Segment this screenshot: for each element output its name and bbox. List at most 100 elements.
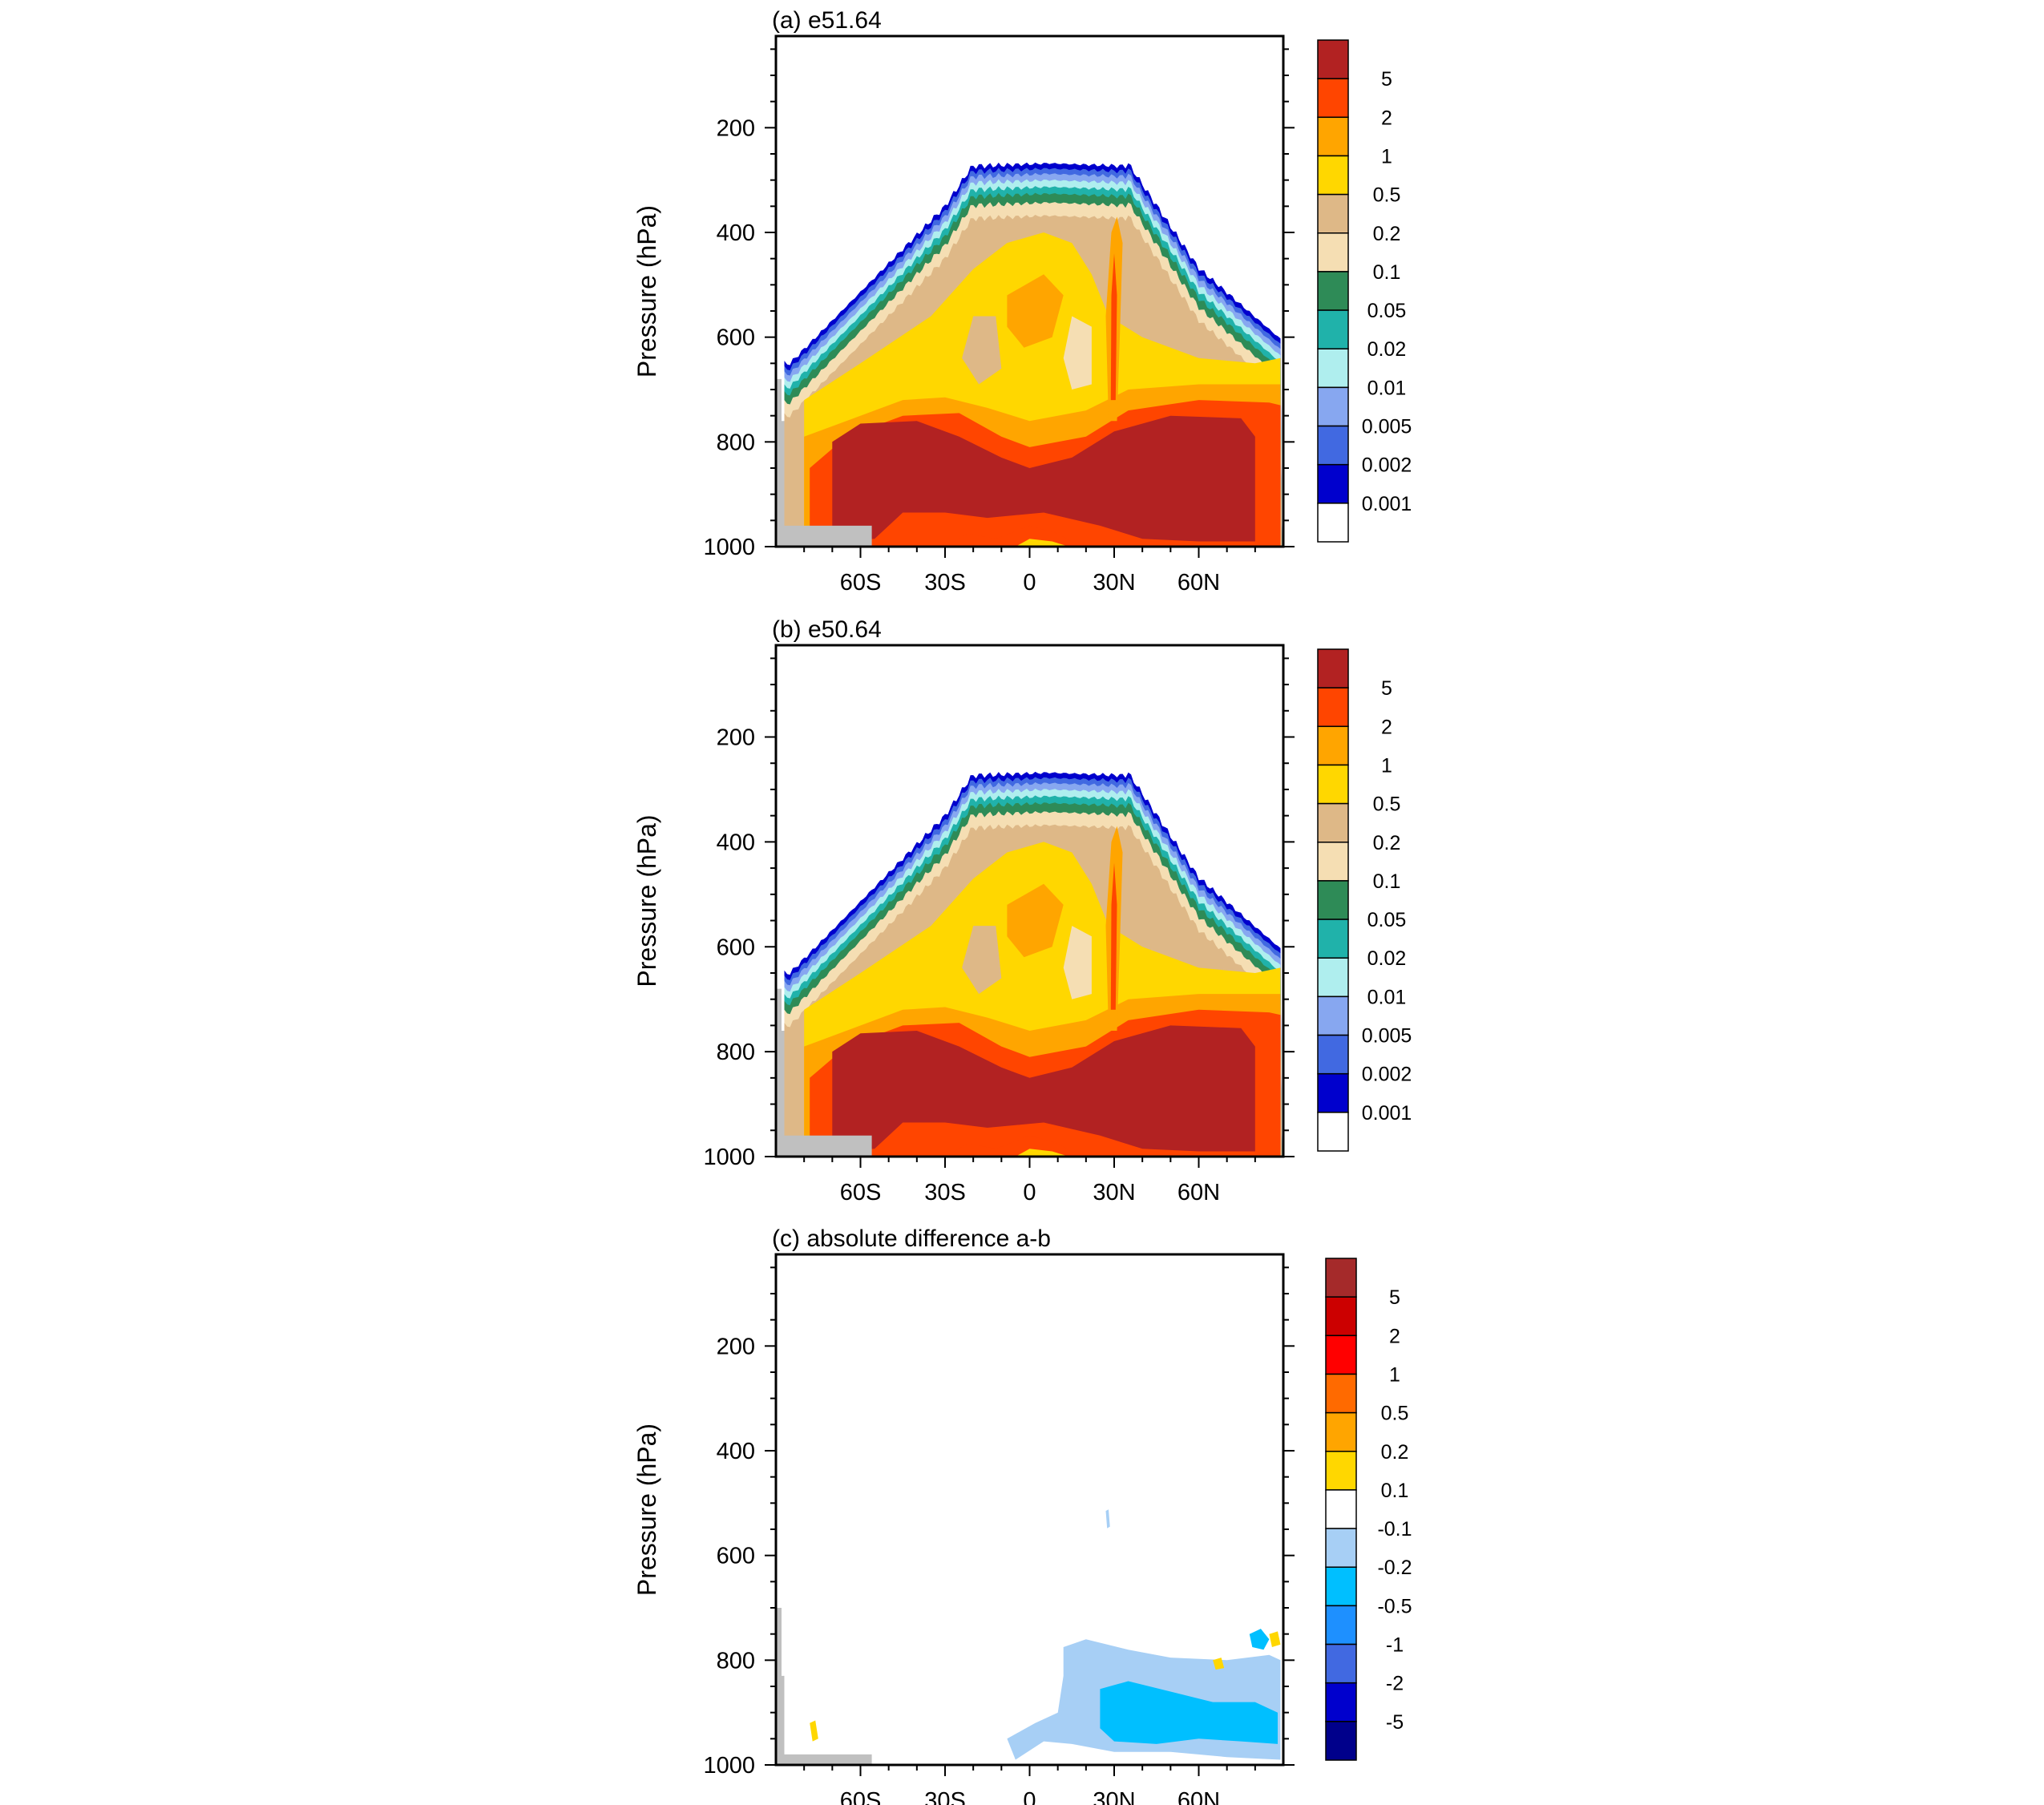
colorbar-box bbox=[1317, 880, 1349, 920]
y-tick-label: 400 bbox=[717, 830, 755, 855]
y-tick-label: 800 bbox=[717, 1648, 755, 1674]
x-tick-label: 0 bbox=[1023, 1180, 1036, 1205]
colorbar-box bbox=[1317, 687, 1349, 728]
colorbar: 5 2 1 0.5 0.2 0.1 0.05 0.02 0.01 0.005 0.002 0.001 bbox=[1317, 648, 1412, 1152]
colorbar-box bbox=[1317, 78, 1349, 119]
colorbar-label: 0.02 bbox=[1367, 338, 1407, 361]
x-tick-label: 0 bbox=[1023, 1788, 1036, 1805]
colorbar-box bbox=[1317, 1072, 1349, 1113]
colorbar-label: -0.1 bbox=[1377, 1518, 1412, 1541]
colorbar-label: 5 bbox=[1381, 68, 1392, 91]
y-tick-label: 200 bbox=[717, 725, 755, 751]
colorbar-label: 0.002 bbox=[1362, 1064, 1412, 1086]
contour-level bbox=[1007, 274, 1064, 348]
colorbar-box bbox=[1317, 764, 1349, 805]
x-tick-label: 60N bbox=[1178, 1180, 1220, 1205]
colorbar-box bbox=[1317, 1112, 1349, 1152]
colorbar-box bbox=[1317, 995, 1349, 1036]
colorbar-label: -0.5 bbox=[1377, 1595, 1412, 1617]
x-tick-label: 30S bbox=[924, 570, 966, 596]
colorbar-label: 1 bbox=[1381, 145, 1392, 168]
contour-level bbox=[832, 415, 1255, 542]
colorbar-label: 0.1 bbox=[1373, 870, 1401, 893]
colorbar-label: -0.2 bbox=[1377, 1557, 1412, 1579]
contour-level bbox=[1110, 253, 1117, 401]
colorbar-label: 2 bbox=[1381, 716, 1392, 738]
y-tick-label: 200 bbox=[717, 115, 755, 141]
colorbar-box bbox=[1325, 1335, 1357, 1375]
colorbar-label: 0.005 bbox=[1362, 1025, 1412, 1048]
colorbar-box bbox=[1325, 1451, 1357, 1491]
x-tick-label: 30N bbox=[1093, 1788, 1135, 1805]
colorbar-box bbox=[1317, 348, 1349, 389]
contour-level bbox=[1063, 926, 1092, 999]
contour-field bbox=[776, 771, 1283, 1157]
y-tick-label: 1000 bbox=[703, 1753, 755, 1779]
colorbar-box bbox=[1317, 386, 1349, 427]
colorbar-box bbox=[1325, 1489, 1357, 1529]
contour-level bbox=[1015, 539, 1069, 547]
colorbar-label: 0.01 bbox=[1367, 986, 1407, 1008]
colorbar-box bbox=[1325, 1258, 1357, 1298]
colorbar-box bbox=[1325, 1605, 1357, 1645]
colorbar-box bbox=[1317, 271, 1349, 311]
difference-contour bbox=[1213, 1658, 1225, 1670]
y-axis-label: Pressure (hPa) bbox=[632, 814, 661, 987]
x-tick-label: 0 bbox=[1023, 570, 1036, 596]
contour-level bbox=[962, 926, 1002, 995]
y-tick-label: 1000 bbox=[703, 535, 755, 560]
colorbar-label: -1 bbox=[1386, 1634, 1404, 1657]
colorbar-box bbox=[1317, 309, 1349, 349]
y-tick-label: 600 bbox=[717, 935, 755, 960]
colorbar-box bbox=[1317, 842, 1349, 882]
colorbar-label: 0.001 bbox=[1362, 1102, 1412, 1125]
colorbar-label: 0.002 bbox=[1362, 454, 1412, 477]
colorbar-label: -5 bbox=[1386, 1711, 1404, 1734]
y-tick-label: 800 bbox=[717, 430, 755, 455]
y-axis-label: Pressure (hPa) bbox=[632, 1423, 661, 1596]
x-tick-label: 60S bbox=[840, 570, 882, 596]
x-tick-label: 30N bbox=[1093, 570, 1135, 596]
colorbar-label: 2 bbox=[1389, 1325, 1400, 1347]
difference-contour bbox=[1249, 1629, 1270, 1650]
colorbar-label: 0.05 bbox=[1367, 300, 1407, 322]
x-tick-label: 30S bbox=[924, 1180, 966, 1205]
colorbar-label: -2 bbox=[1386, 1673, 1404, 1695]
colorbar-label: 0.5 bbox=[1381, 1403, 1409, 1425]
colorbar-box bbox=[1317, 648, 1349, 688]
difference-contour bbox=[1105, 1509, 1110, 1528]
terrain-mask bbox=[776, 988, 872, 1157]
colorbar-label: 0.05 bbox=[1367, 909, 1407, 931]
x-tick-label: 30N bbox=[1093, 1180, 1135, 1205]
y-tick-label: 600 bbox=[717, 325, 755, 351]
panel-title: (c) absolute difference a-b bbox=[772, 1226, 1051, 1252]
difference-contour bbox=[1269, 1631, 1281, 1647]
colorbar-box bbox=[1317, 232, 1349, 273]
colorbar-label: 0.5 bbox=[1373, 184, 1401, 207]
panel-title: (b) e50.64 bbox=[772, 616, 882, 643]
contour-level bbox=[1063, 316, 1092, 390]
y-tick-label: 200 bbox=[717, 1334, 755, 1359]
terrain-mask bbox=[776, 378, 872, 547]
colorbar-label: 1 bbox=[1381, 754, 1392, 777]
colorbar-box bbox=[1317, 957, 1349, 998]
x-tick-label: 60N bbox=[1178, 1788, 1220, 1805]
colorbar-label: 2 bbox=[1381, 107, 1392, 129]
colorbar-box bbox=[1317, 1034, 1349, 1075]
colorbar-box bbox=[1317, 39, 1349, 79]
contour-level bbox=[1007, 883, 1064, 958]
colorbar-label: 0.005 bbox=[1362, 416, 1412, 438]
y-tick-label: 600 bbox=[717, 1544, 755, 1569]
colorbar-box bbox=[1317, 919, 1349, 959]
contour-field bbox=[776, 162, 1283, 547]
colorbar: 5 2 1 0.5 0.2 0.1 0.05 0.02 0.01 0.005 0.002 0.001 bbox=[1317, 39, 1412, 543]
x-tick-label: 30S bbox=[924, 1788, 966, 1805]
colorbar-label: 0.2 bbox=[1373, 223, 1401, 245]
colorbar-box bbox=[1325, 1721, 1357, 1761]
colorbar-box bbox=[1317, 503, 1349, 543]
panel-title: (a) e51.64 bbox=[772, 7, 882, 34]
colorbar-box bbox=[1325, 1528, 1357, 1568]
chart-panel-a: 200 400 600 800 1000 60S 30S 0 30N 60N (a) e51.64 P… bbox=[632, 7, 1412, 596]
colorbar-box bbox=[1325, 1566, 1357, 1607]
